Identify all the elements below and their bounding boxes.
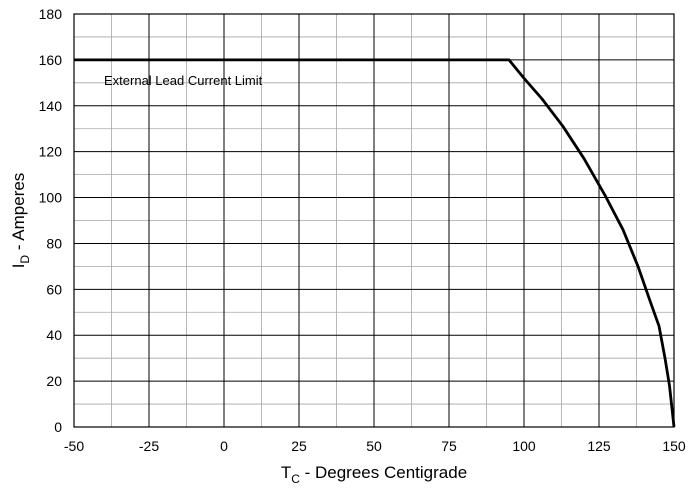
y-axis-title: ID - Amperes — [9, 173, 32, 269]
x-axis-title: TC - Degrees Centigrade — [281, 463, 467, 486]
y-tick-labels: 0 20 40 60 80 100 120 140 160 180 — [39, 6, 63, 435]
x-tick-label: -50 — [64, 438, 84, 454]
y-tick-label: 60 — [46, 281, 62, 297]
y-tick-label: 120 — [39, 144, 63, 160]
y-tick-label: 140 — [39, 98, 63, 114]
x-tick-label: 100 — [512, 438, 536, 454]
x-tick-label: 75 — [441, 438, 457, 454]
x-tick-labels: -50 -25 0 25 50 75 100 125 150 — [64, 438, 686, 454]
annotation-label: External Lead Current Limit — [104, 73, 263, 88]
drain-current-derating-line — [74, 58, 676, 428]
y-tick-label: 160 — [39, 52, 63, 68]
y-tick-label: 180 — [39, 6, 63, 22]
x-tick-label: -25 — [139, 438, 159, 454]
x-tick-label: 125 — [587, 438, 611, 454]
plot-frame — [73, 13, 675, 428]
y-tick-label: 80 — [46, 235, 62, 251]
x-tick-label: 150 — [662, 438, 686, 454]
y-tick-label: 100 — [39, 190, 63, 206]
x-tick-label: 25 — [291, 438, 307, 454]
x-tick-label: 0 — [220, 438, 228, 454]
x-tick-label: 50 — [366, 438, 382, 454]
y-tick-label: 20 — [46, 373, 62, 389]
y-tick-label: 0 — [54, 419, 62, 435]
y-tick-label: 40 — [46, 327, 62, 343]
major-gridlines — [74, 14, 674, 427]
